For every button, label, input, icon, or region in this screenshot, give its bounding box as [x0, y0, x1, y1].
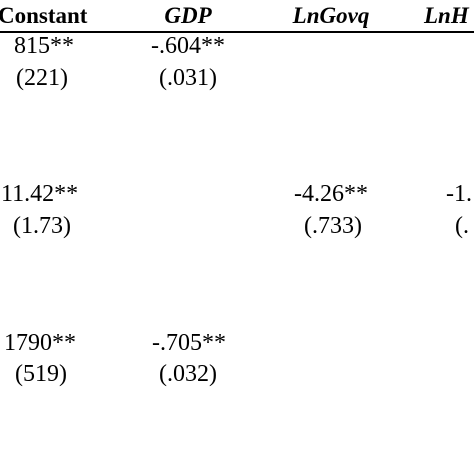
- header-rule: [0, 31, 474, 33]
- row2-lnh-se: (.: [455, 213, 469, 239]
- header-lngovq: LnGovq: [292, 3, 370, 28]
- row3-gdp-coef: -.705**: [152, 330, 226, 356]
- row1-constant-coef: 815**: [14, 33, 74, 59]
- row3-constant-se: (519): [15, 361, 67, 387]
- row3-constant-coef: 1790**: [4, 330, 76, 356]
- row2-lngovq-coef: -4.26**: [294, 181, 368, 207]
- row2-lnh-coef: -1.: [446, 181, 472, 207]
- header-gdp: GDP: [164, 3, 212, 28]
- row1-gdp-se: (.031): [159, 65, 217, 91]
- header-constant: Constant: [0, 3, 88, 28]
- row3-gdp-se: (.032): [159, 361, 217, 387]
- header-lnh: LnH: [424, 3, 469, 28]
- row1-gdp-coef: -.604**: [151, 33, 225, 59]
- row2-constant-se: (1.73): [13, 213, 71, 239]
- row2-constant-coef: 11.42**: [1, 181, 79, 207]
- row1-constant-se: (221): [16, 65, 68, 91]
- row2-lngovq-se: (.733): [304, 213, 362, 239]
